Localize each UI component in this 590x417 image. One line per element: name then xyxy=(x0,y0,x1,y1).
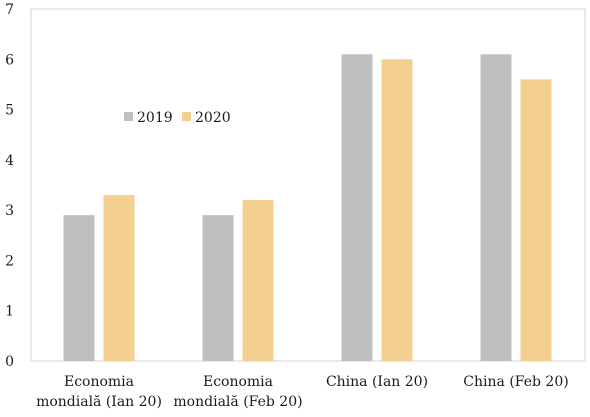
legend-swatch-2019 xyxy=(124,112,133,121)
y-tick-label: 0 xyxy=(5,354,14,370)
x-tick-label: China (Feb 20) xyxy=(463,374,568,390)
y-tick-label: 7 xyxy=(5,2,14,18)
bar-2020-2 xyxy=(381,59,413,362)
x-tick-label: Economia mondială (Ian 20) xyxy=(36,374,162,410)
y-tick-label: 5 xyxy=(5,103,14,119)
bar-2020-0 xyxy=(103,195,135,361)
x-tick-label-line: mondială (Feb 20) xyxy=(173,394,302,410)
bar-2019-0 xyxy=(63,215,95,361)
bar-2020-1 xyxy=(242,200,274,361)
legend-label-2020: 2020 xyxy=(195,110,231,126)
y-tick-label: 2 xyxy=(5,253,14,269)
y-axis: 0 1 2 3 4 5 6 7 xyxy=(5,2,14,370)
legend-label-2019: 2019 xyxy=(137,110,173,126)
x-axis: Economia mondială (Ian 20) Economia mondial… xyxy=(36,374,569,410)
x-tick-label: China (Ian 20) xyxy=(326,374,428,390)
x-tick-label: Economia mondială (Feb 20) xyxy=(173,374,302,410)
x-tick-label-line: China (Ian 20) xyxy=(326,374,428,390)
y-tick-label: 1 xyxy=(5,304,14,320)
x-tick-label-line: Economia xyxy=(203,374,273,390)
y-tick-label: 4 xyxy=(5,153,14,169)
bar-2019-2 xyxy=(341,54,373,361)
bar-2019-1 xyxy=(202,215,234,361)
x-tick-label-line: mondială (Ian 20) xyxy=(36,394,162,410)
legend: 2019 2020 xyxy=(124,110,231,126)
bar-2019-3 xyxy=(480,54,512,361)
x-tick-label-line: Economia xyxy=(64,374,134,390)
plot-area-border xyxy=(30,8,586,362)
legend-swatch-2020 xyxy=(182,112,191,121)
bars-layer xyxy=(63,54,552,362)
x-tick-label-line: China (Feb 20) xyxy=(463,374,568,390)
y-tick-label: 6 xyxy=(5,52,14,68)
bar-2020-3 xyxy=(520,79,552,362)
y-tick-label: 3 xyxy=(5,203,14,219)
